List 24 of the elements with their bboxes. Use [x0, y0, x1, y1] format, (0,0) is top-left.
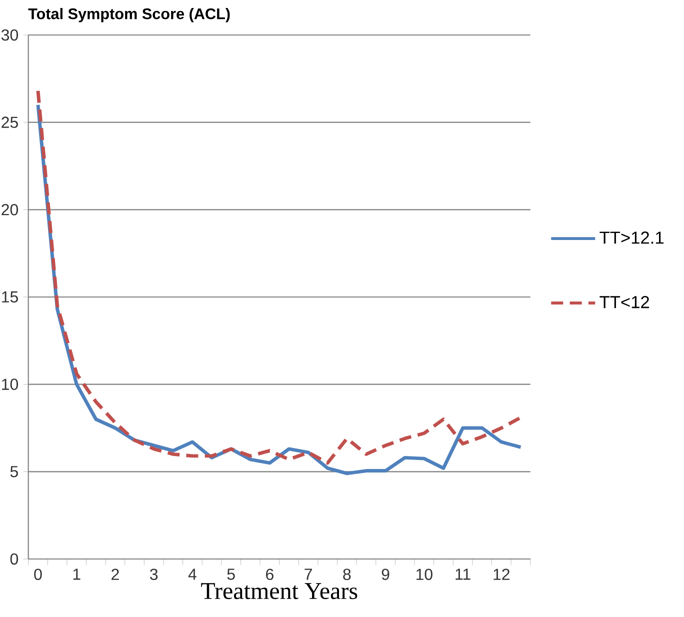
x-tick-label: 1 — [73, 568, 80, 580]
x-axis-title: Treatment Years — [201, 583, 358, 600]
x-tick-label: 7 — [304, 568, 312, 580]
x-tick-label: 6 — [266, 568, 274, 580]
x-tick-label: 2 — [112, 568, 119, 580]
x-tick-label: 9 — [382, 568, 390, 580]
legend-label: TT>12.1 — [600, 232, 664, 244]
y-tick-label: 5 — [10, 466, 18, 478]
x-tick-label: 10 — [416, 568, 432, 580]
x-tick-label: 12 — [494, 568, 510, 580]
legend-label: TT<12 — [600, 296, 649, 308]
y-tick-label: 20 — [2, 204, 18, 216]
y-tick-label: 30 — [1, 29, 18, 41]
chart-title: Total Symptom Score (ACL) — [28, 8, 230, 22]
x-tick-label: 8 — [343, 568, 351, 580]
y-tick-label: 10 — [2, 378, 18, 390]
y-tick-label: 15 — [2, 291, 18, 303]
x-tick-label: 5 — [227, 568, 235, 580]
y-tick-label: 0 — [10, 553, 18, 565]
x-tick-label: 4 — [188, 568, 196, 580]
x-tick-label: 11 — [456, 568, 470, 580]
x-tick-label: 3 — [150, 568, 158, 580]
y-tick-label: 25 — [2, 116, 18, 128]
x-tick-label: 0 — [34, 568, 42, 580]
